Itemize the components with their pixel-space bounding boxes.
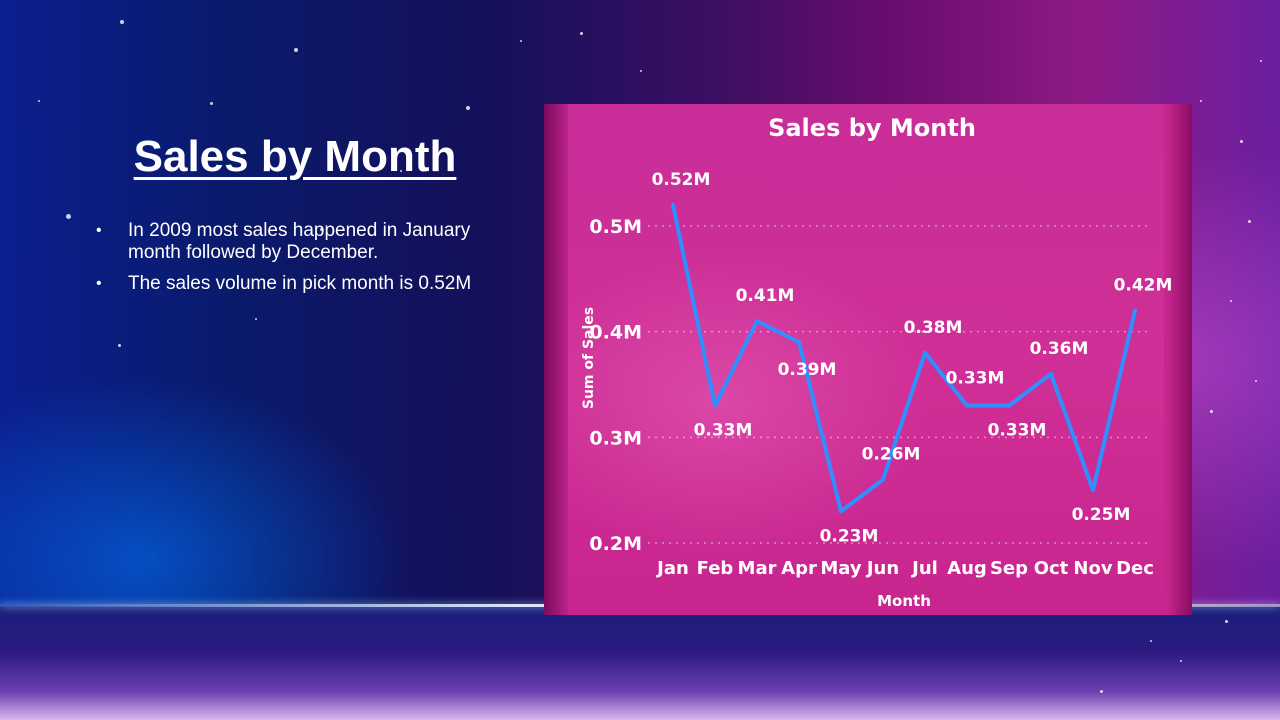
x-tick-label: Jan — [655, 558, 689, 579]
data-point — [1007, 403, 1011, 408]
data-point — [839, 509, 843, 514]
y-tick-label: 0.4M — [589, 322, 642, 344]
sparkle — [520, 40, 522, 42]
sparkle — [1180, 660, 1182, 662]
data-label: 0.33M — [946, 369, 1005, 389]
sparkle — [255, 318, 257, 320]
sparkle — [1260, 60, 1262, 62]
sparkle — [120, 20, 124, 24]
x-tick-label: Aug — [947, 558, 987, 579]
x-tick-label: Jul — [910, 558, 938, 579]
data-label: 0.41M — [736, 286, 795, 306]
data-label: 0.33M — [988, 421, 1047, 441]
data-point — [881, 477, 885, 482]
x-tick-label: Mar — [738, 558, 777, 579]
sparkle — [1200, 100, 1202, 102]
slide-title: Sales by Month — [133, 132, 457, 181]
sparkle — [400, 170, 402, 172]
sparkle — [1225, 620, 1228, 623]
sparkle — [466, 106, 470, 110]
data-point — [713, 403, 717, 408]
x-tick-label: May — [820, 558, 862, 579]
sparkle — [38, 100, 40, 102]
sparkle — [1240, 140, 1243, 143]
data-point — [671, 202, 675, 207]
data-label: 0.26M — [862, 445, 921, 465]
data-point — [1091, 488, 1095, 493]
data-label: 0.39M — [778, 360, 837, 380]
sparkle — [294, 48, 298, 52]
sparkle — [1230, 300, 1232, 302]
x-tick-label: Feb — [697, 558, 734, 579]
data-point — [965, 403, 969, 408]
data-label: 0.25M — [1072, 505, 1131, 525]
chart-panel — [544, 104, 1192, 615]
x-axis-label: Month — [877, 592, 931, 610]
data-point — [797, 340, 801, 345]
sparkle — [210, 102, 213, 105]
sparkle — [66, 214, 71, 219]
bullet-list: In 2009 most sales happened in January m… — [96, 220, 526, 304]
sparkle — [118, 344, 121, 347]
y-tick-label: 0.5M — [589, 216, 642, 238]
data-point — [923, 350, 927, 355]
x-tick-label: Sep — [990, 558, 1028, 579]
bullet-item: In 2009 most sales happened in January m… — [96, 220, 526, 264]
sparkle — [1210, 410, 1213, 413]
x-tick-label: Apr — [781, 558, 817, 579]
sparkle — [640, 70, 642, 72]
x-tick-label: Dec — [1116, 558, 1154, 579]
y-tick-label: 0.3M — [589, 427, 642, 449]
x-tick-label: Jun — [865, 558, 899, 579]
y-axis-label: Sum of Sales — [581, 307, 597, 409]
data-label: 0.42M — [1114, 276, 1173, 296]
y-tick-label: 0.2M — [589, 533, 642, 555]
sparkle — [1150, 640, 1152, 642]
chart-title: Sales by Month — [768, 114, 976, 142]
data-label: 0.36M — [1030, 339, 1089, 359]
x-tick-label: Oct — [1034, 558, 1069, 579]
sparkle — [580, 32, 583, 35]
series-line — [671, 202, 1137, 514]
data-point — [1133, 308, 1137, 313]
sparkle — [1255, 380, 1257, 382]
data-label: 0.52M — [652, 170, 711, 190]
sparkle — [1248, 220, 1251, 223]
background-floor — [0, 606, 1280, 720]
data-point — [1049, 371, 1053, 376]
data-label: 0.23M — [820, 526, 879, 546]
bullet-item: The sales volume in pick month is 0.52M — [96, 273, 526, 295]
data-point — [755, 319, 759, 324]
data-label: 0.33M — [694, 421, 753, 441]
x-tick-label: Nov — [1073, 558, 1112, 579]
sparkle — [1100, 690, 1103, 693]
data-label: 0.38M — [904, 318, 963, 338]
